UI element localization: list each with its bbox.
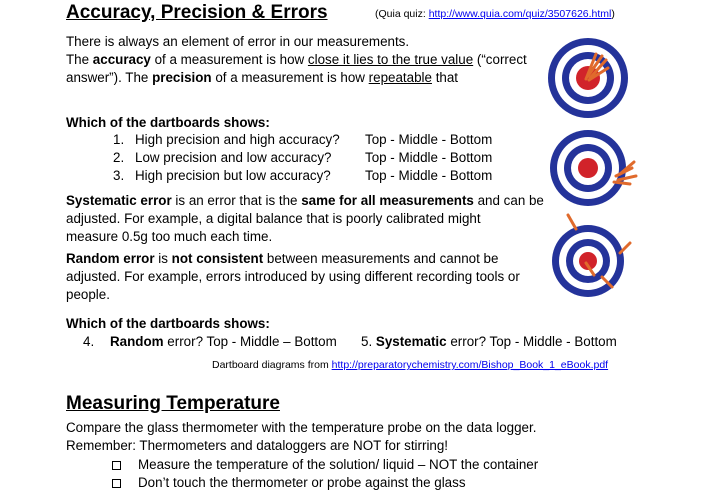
random-error-paragraph: Random error is not consistent between m… [66, 251, 520, 302]
question-list: 1. High precision and high accuracy? Top -… [113, 131, 492, 185]
checklist: Measure the temperature of the solution/… [112, 456, 538, 492]
dart-scatter [566, 213, 632, 289]
question-1: 1. High precision and high accuracy? Top -… [113, 132, 493, 147]
temperature-paragraph: Compare the glass thermometer with the t… [66, 420, 537, 453]
checklist-item[interactable]: Don’t touch the thermometer or probe aga… [112, 474, 538, 492]
checklist-item[interactable]: Measure the temperature of the solution/… [112, 456, 538, 474]
page-title: Accuracy, Precision & Errors [66, 2, 328, 23]
question-4: 4. Random error? Top - Middle – Bottom [83, 334, 337, 349]
dartboard-top [548, 38, 628, 118]
dartboard-credit: Dartboard diagrams from http://preparato… [212, 359, 609, 371]
dartboard-bottom [552, 213, 632, 297]
section-title-temperature: Measuring Temperature [66, 393, 280, 414]
checkbox[interactable] [112, 478, 121, 488]
quiz-reference: (Quia quiz: http://www.quia.com/quiz/350… [375, 8, 615, 20]
question-5: 5. Systematic error? Top - Middle - Bott… [361, 334, 617, 349]
dartboard-middle [550, 130, 638, 206]
question-heading-1: Which of the dartboards shows: [66, 115, 270, 130]
checkbox[interactable] [112, 460, 121, 470]
dart-cluster [612, 160, 638, 186]
quiz-link[interactable]: http://www.quia.com/quiz/3507626.html [428, 8, 612, 20]
credit-link[interactable]: http://preparatorychemistry.com/Bishop_B… [331, 359, 609, 371]
question-heading-2: Which of the dartboards shows: [66, 316, 270, 331]
question-2: 2. Low precision and low accuracy? Top - M… [113, 150, 493, 165]
systematic-error-paragraph: Systematic error is an error that is the… [66, 193, 544, 244]
intro-paragraph: There is always an element of error in o… [66, 34, 527, 85]
dart-cluster [584, 52, 610, 82]
question-3: 3. High precision but low accuracy? Top - … [113, 168, 493, 183]
